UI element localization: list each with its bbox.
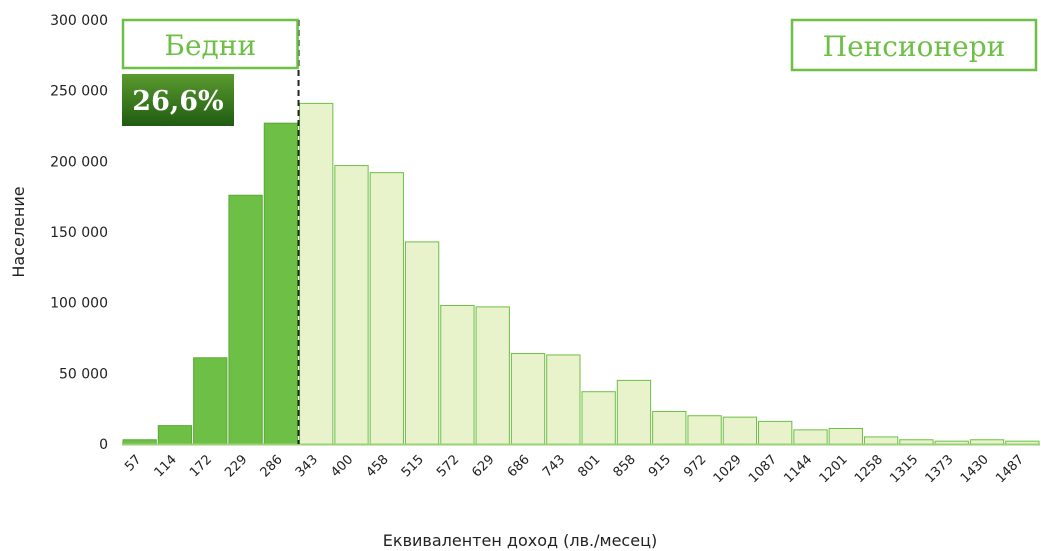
poor-label: Бедни [164,29,256,62]
bar [828,427,863,445]
poor-box: Бедни [121,18,299,70]
x-tick-label: 972 [681,452,709,480]
bar [722,416,758,445]
bar [369,172,404,445]
pensioners-label: Пенсионери [823,30,1006,63]
x-tick-label: 229 [222,452,250,480]
pensioners-box-frame [790,18,1038,72]
x-tick-label: 114 [152,452,180,480]
y-axis-title: Население [9,186,28,277]
pensioners-box: Пенсионери [790,18,1038,72]
x-tick-label: 858 [611,452,639,480]
x-tick-label: 915 [646,452,674,480]
bar [299,102,334,445]
x-tick-label: 1315 [887,452,921,486]
bars-group [122,102,1040,445]
y-tick-label: 250 000 [50,84,108,100]
x-tick-label: 1430 [958,452,992,486]
bar [334,165,369,445]
x-axis-title: Еквивалентен доход (лв./месец) [383,531,657,550]
x-tick-label: 286 [258,452,286,480]
x-tick-label: 515 [399,452,427,480]
bar [616,379,652,445]
y-tick-label: 150 000 [50,225,108,241]
poor-percent-label: 26,6% [132,86,223,117]
y-tick-label: 100 000 [50,296,108,312]
bar [969,439,1005,445]
x-tick-label: 801 [575,452,603,480]
x-tick-label: 343 [293,452,321,480]
bar [652,410,687,445]
bar-poor [157,425,193,445]
bar [793,429,828,445]
y-axis-ticks: 0 50 000 100 000 150 000 200 000 250 000 300 0… [50,13,108,453]
x-tick-label: 1087 [746,452,780,486]
y-tick-label: 200 000 [50,154,108,170]
x-tick-label: 1258 [852,452,886,486]
bar-poor [228,194,263,445]
y-tick-label: 50 000 [59,366,108,382]
x-tick-label: 1487 [993,452,1027,486]
bar [899,439,934,445]
bar [546,354,581,445]
poor-box-frame [121,18,299,70]
bar [475,306,510,445]
bar [581,391,616,445]
percent-badge: 26,6% [122,74,234,126]
bar [404,241,440,445]
x-tick-label: 1144 [781,452,815,486]
x-tick-label: 686 [505,452,533,480]
x-tick-label: 1201 [817,452,851,486]
percent-badge-bg [122,74,234,126]
bar-poor [263,122,299,445]
x-tick-label: 1029 [711,452,745,486]
x-axis-ticks: 57 114 172 229 286 343 400 458 515 572 629 686 743 80… [122,452,1027,486]
x-tick-label: 458 [363,452,391,480]
bar [687,415,722,445]
x-tick-label: 172 [187,452,215,480]
bar [758,420,793,445]
y-tick-label: 0 [99,437,108,453]
x-tick-label: 629 [469,452,497,480]
bar-poor [122,439,157,445]
x-tick-label: 57 [122,452,144,474]
bar [440,304,475,445]
x-tick-label: 400 [328,452,356,480]
x-tick-label: 1373 [923,452,957,486]
bar-poor [193,357,228,445]
x-tick-label: 743 [540,452,568,480]
y-tick-label: 300 000 [50,13,108,29]
bar [510,353,546,445]
bar [863,436,899,445]
x-tick-label: 572 [434,452,462,480]
